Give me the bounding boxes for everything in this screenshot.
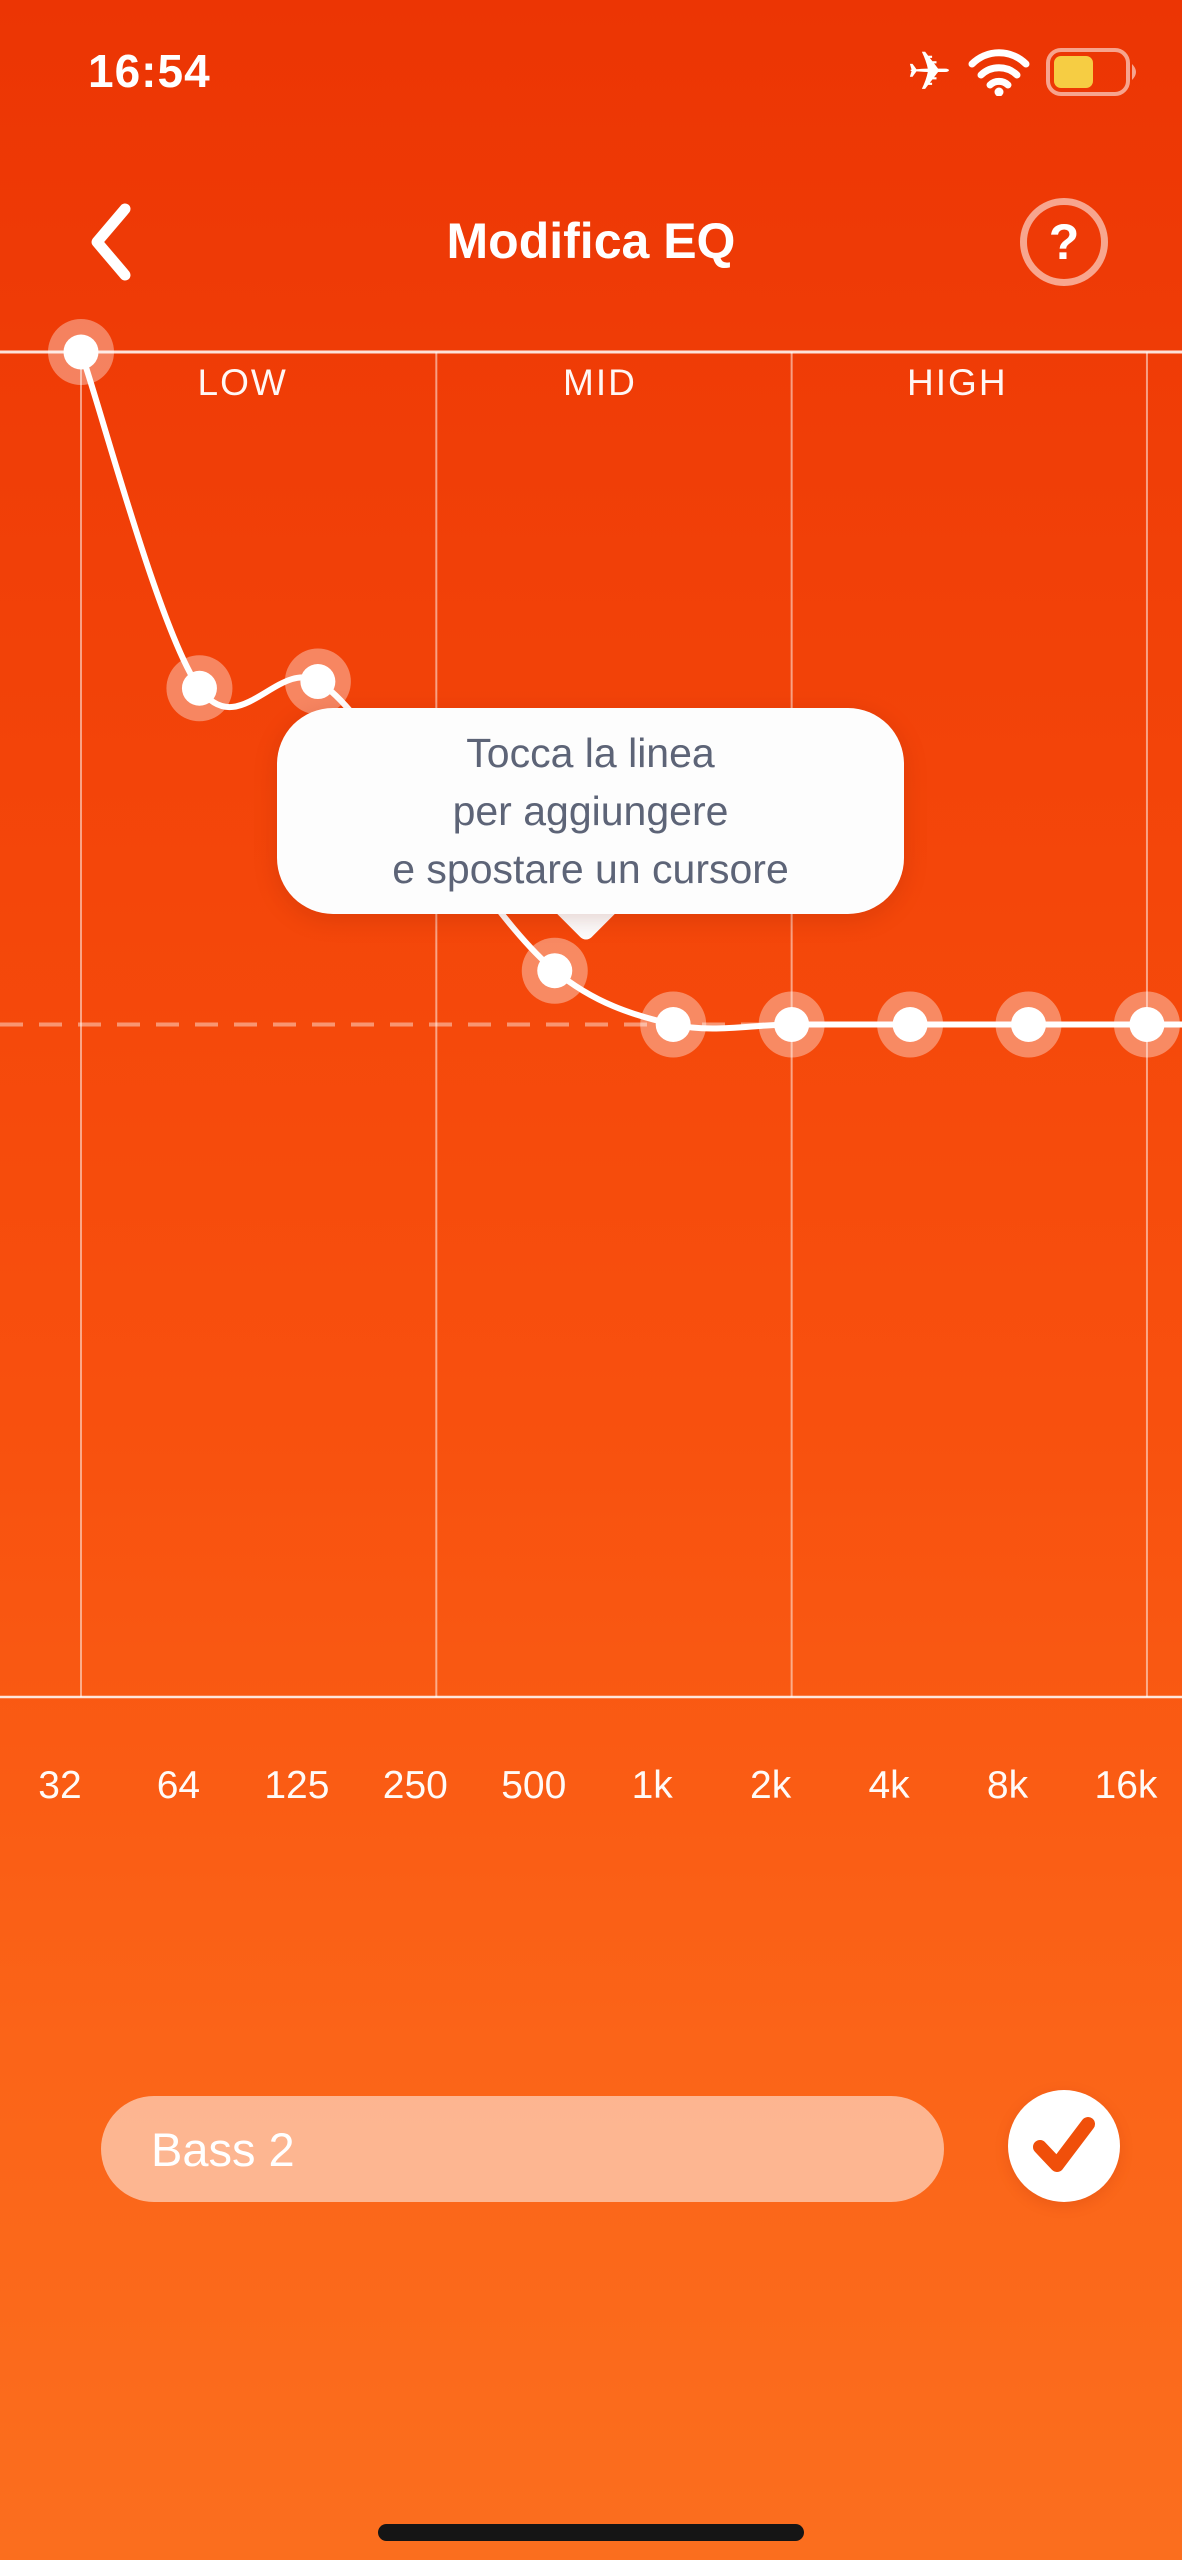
tooltip-line-3: e spostare un cursore [392, 846, 789, 892]
eq-point-handle-32[interactable] [63, 334, 99, 370]
freq-label-8k: 8k [986, 1764, 1029, 1807]
help-button[interactable]: ? [1020, 198, 1108, 286]
eq-point-handle-1k[interactable] [655, 1007, 691, 1042]
tooltip-line-2: per aggiungere [452, 788, 729, 834]
band-label-mid: MID [563, 362, 637, 403]
back-button[interactable] [86, 200, 136, 284]
freq-label-1k: 1k [631, 1764, 673, 1807]
eq-point-handle-64[interactable] [181, 670, 217, 706]
freq-label-125: 125 [264, 1764, 330, 1807]
freq-label-16k: 16k [1094, 1764, 1158, 1807]
eq-point-handle-500[interactable] [537, 953, 573, 989]
chevron-left-icon [91, 203, 131, 281]
eq-curve-line[interactable] [78, 349, 1182, 1032]
band-label-low: LOW [197, 362, 288, 403]
eq-point-handle-16k[interactable] [1129, 1007, 1165, 1042]
preset-name-input[interactable] [101, 2096, 944, 2202]
eq-point-handle-2k[interactable] [774, 1007, 810, 1042]
freq-label-64: 64 [156, 1764, 201, 1807]
eq-point-handle-8k[interactable] [1011, 1007, 1047, 1042]
freq-label-2k: 2k [750, 1764, 792, 1807]
freq-label-500: 500 [501, 1764, 567, 1807]
eq-graph[interactable] [0, 0, 1182, 1900]
airplane-mode-icon: ✈ [906, 42, 952, 102]
freq-label-32: 32 [38, 1764, 82, 1807]
battery-icon [1046, 48, 1136, 96]
freq-label-250: 250 [382, 1764, 448, 1807]
eq-point-handle-4k[interactable] [892, 1007, 928, 1042]
checkmark-icon [1033, 2117, 1095, 2172]
freq-label-4k: 4k [868, 1764, 910, 1807]
confirm-button[interactable] [1008, 2090, 1120, 2202]
page-title: Modifica EQ [446, 213, 736, 269]
status-icons: ✈ [907, 44, 1142, 100]
question-mark-icon: ? [1048, 214, 1080, 270]
band-label-high: HIGH [907, 362, 1008, 403]
home-indicator[interactable] [378, 2524, 804, 2541]
tooltip-bubble: Tocca la linea per aggiungere e spostare… [277, 708, 904, 914]
wifi-icon [968, 49, 1030, 96]
status-time: 16:54 [88, 45, 211, 97]
eq-point-handle-125[interactable] [300, 664, 336, 700]
tooltip-line-1: Tocca la linea [466, 730, 715, 776]
